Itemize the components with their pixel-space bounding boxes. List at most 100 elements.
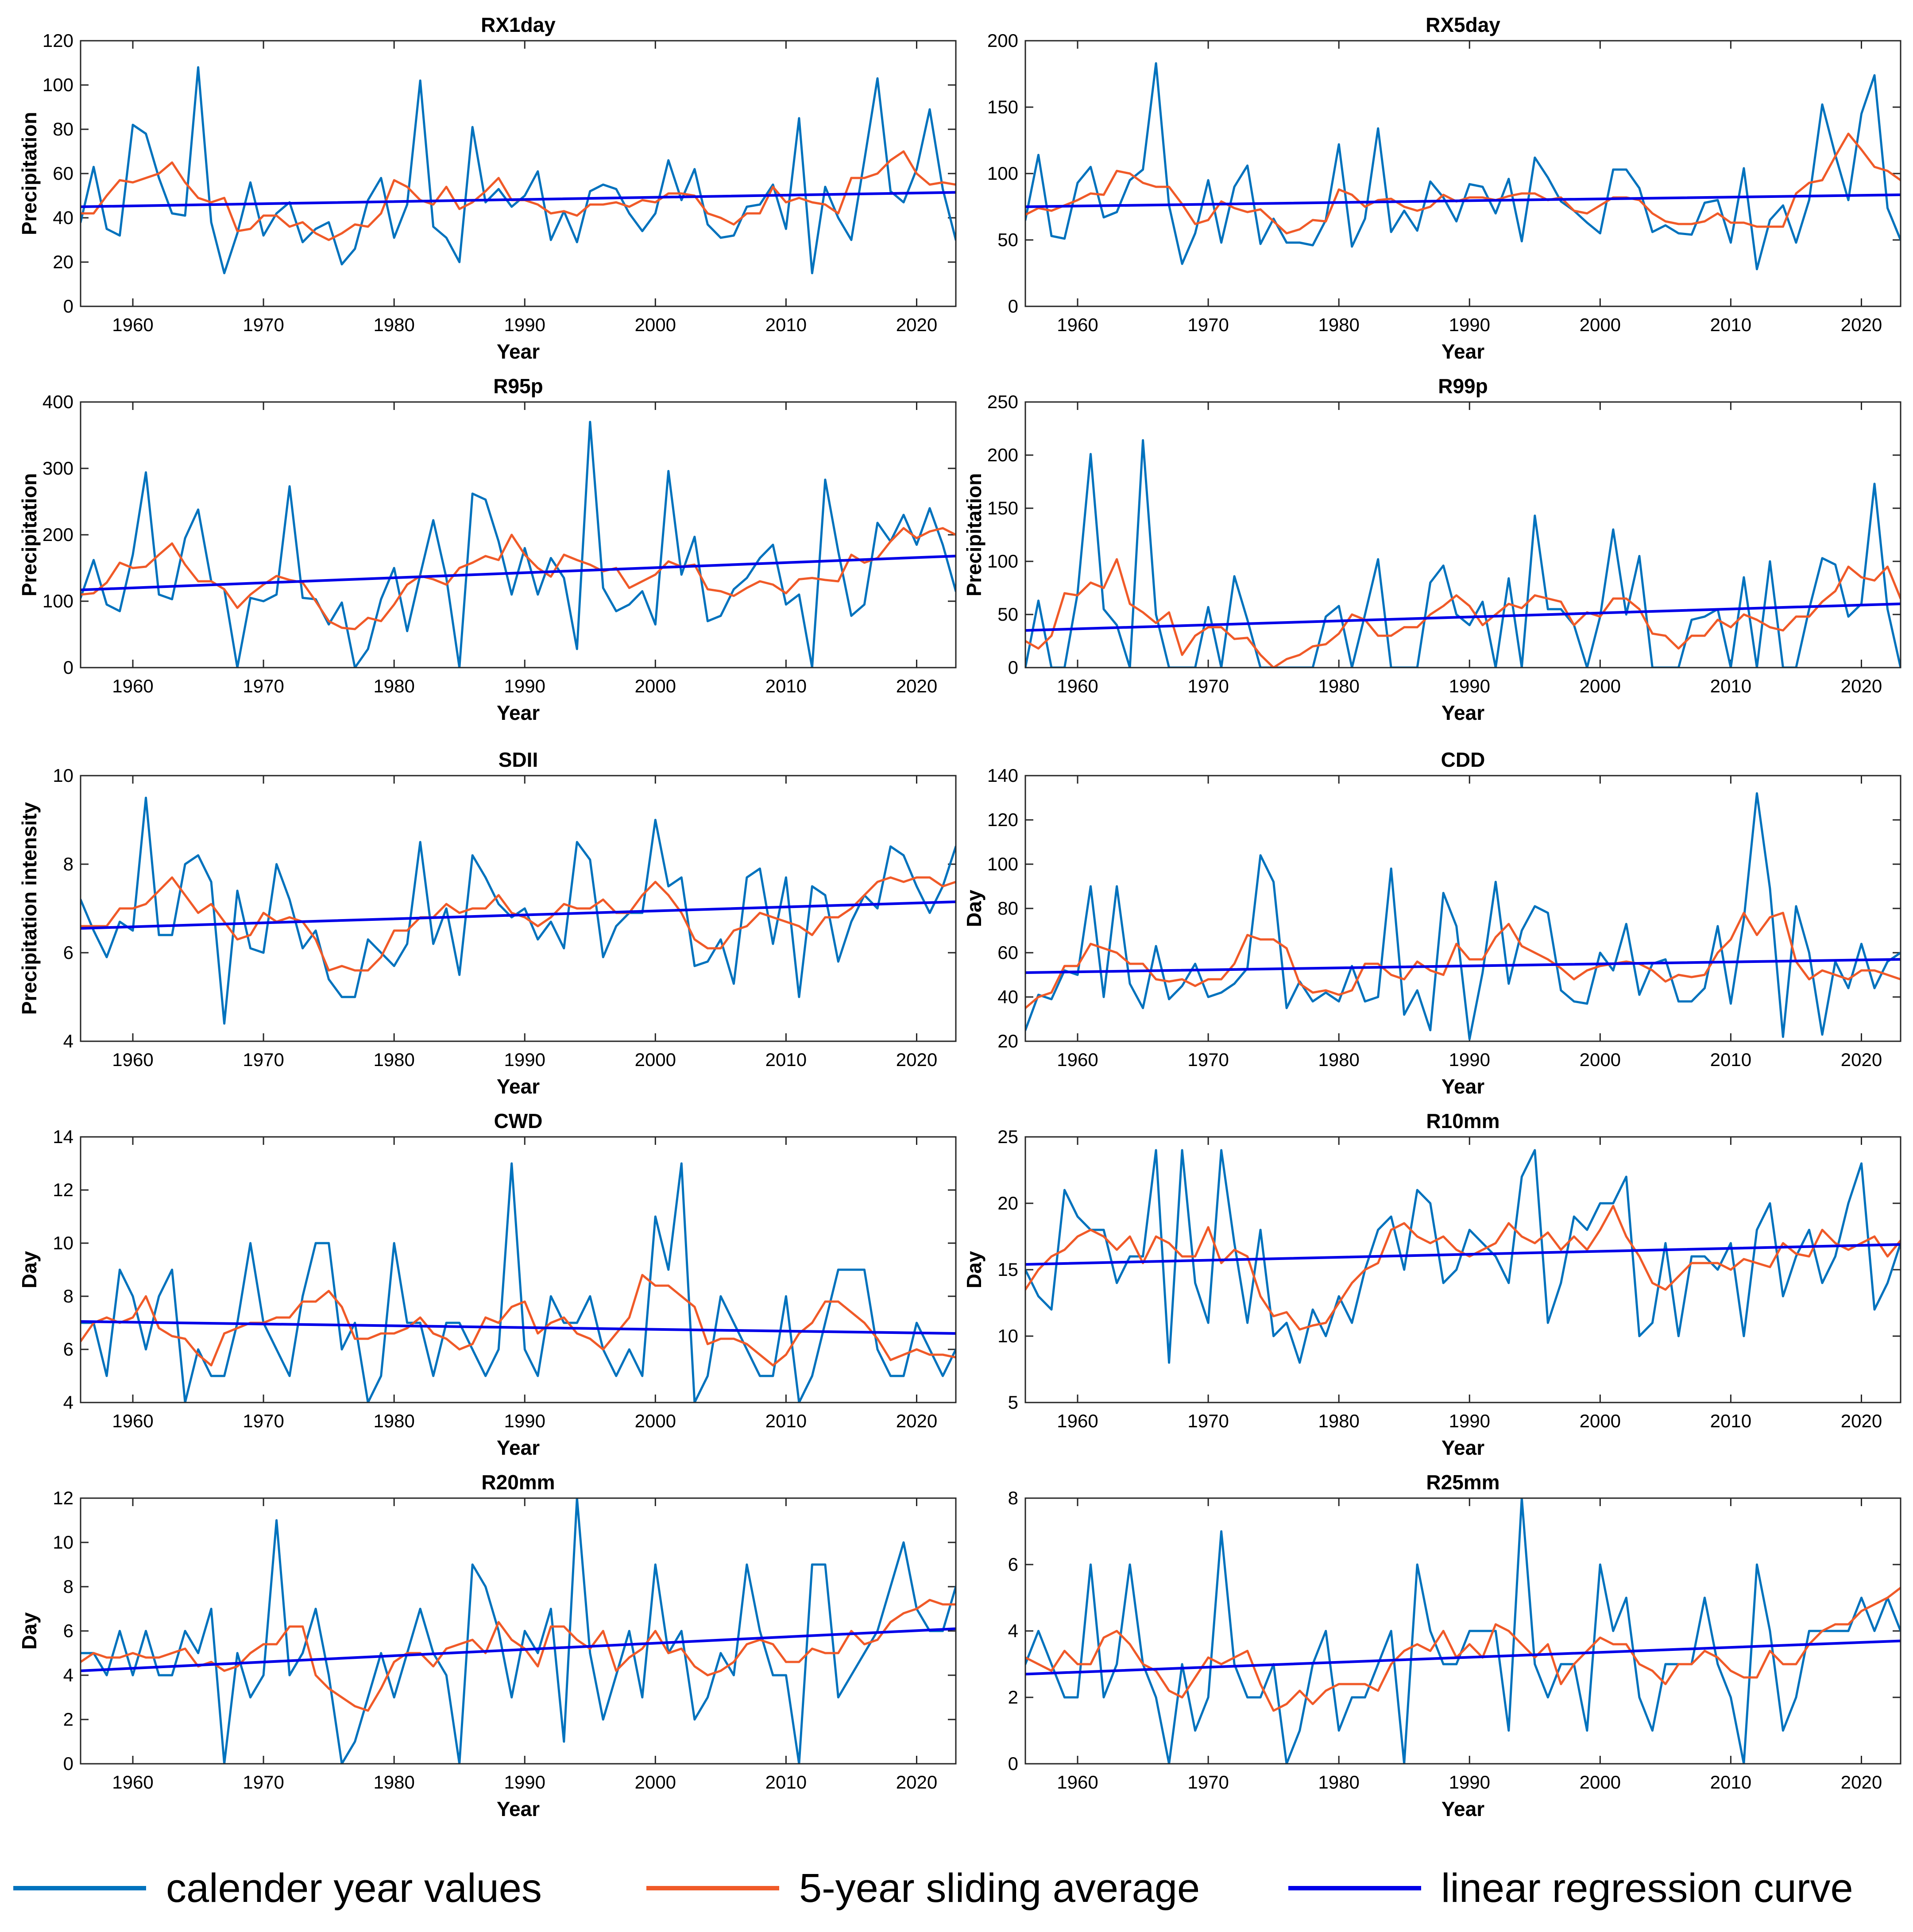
x-tick-label: 1970: [1187, 1049, 1229, 1070]
x-tick-label: 1970: [243, 1772, 284, 1793]
x-tick-label: 1960: [1057, 1772, 1098, 1793]
y-tick-label: 10: [53, 1233, 73, 1253]
y-tick-label: 6: [63, 1620, 73, 1641]
chart-title: SDII: [499, 748, 538, 771]
y-tick-label: 6: [63, 942, 73, 963]
y-tick-label: 50: [997, 604, 1018, 625]
y-tick-label: 20: [997, 1193, 1018, 1213]
series-line-calendar: [1025, 439, 1901, 668]
series-line-sliding: [1025, 1205, 1901, 1331]
series-line-sliding: [1025, 912, 1901, 1009]
y-tick-label: 200: [43, 524, 73, 545]
x-tick-label: 1990: [504, 1410, 545, 1431]
x-tick-label: 1970: [243, 1049, 284, 1070]
chart-title: CWD: [494, 1109, 543, 1132]
series-group: [81, 1162, 956, 1403]
x-tick-label: 1960: [1057, 314, 1098, 335]
x-tick-label: 1980: [1318, 314, 1359, 335]
x-tick-label: 2000: [635, 1049, 676, 1070]
legend-label-sliding: 5-year sliding average: [799, 1865, 1200, 1911]
legend-item-regression: linear regression curve: [1288, 1862, 1853, 1915]
x-tick-label: 2020: [896, 1049, 937, 1070]
x-tick-label: 1970: [1187, 1772, 1229, 1793]
y-tick-label: 6: [63, 1339, 73, 1360]
legend-swatch-sliding: [646, 1886, 779, 1890]
series-line-regression: [81, 900, 956, 930]
legend-swatch-calendar: [13, 1886, 146, 1890]
x-tick-label: 2000: [1580, 1772, 1621, 1793]
series-line-regression: [81, 555, 956, 591]
x-tick-label: 2020: [896, 676, 937, 696]
series-group: [81, 421, 956, 668]
series-group: [1025, 1498, 1901, 1764]
x-tick-label: 2000: [1580, 314, 1621, 335]
x-tick-label: 2010: [765, 1410, 807, 1431]
series-line-sliding: [1025, 558, 1901, 668]
x-tick-label: 2000: [635, 314, 676, 335]
y-tick-label: 60: [997, 942, 1018, 963]
series-line-calendar: [1025, 62, 1901, 270]
x-tick-label: 1980: [1318, 1410, 1359, 1431]
x-tick-label: 1980: [373, 1410, 414, 1431]
x-tick-label: 1990: [504, 314, 545, 335]
plot-frame: [1024, 401, 1901, 668]
y-tick-label: 4: [1008, 1620, 1018, 1641]
series-line-sliding: [81, 1274, 956, 1367]
series-group: [81, 1498, 956, 1764]
y-tick-label: 80: [53, 119, 73, 139]
x-tick-label: 1970: [1187, 1410, 1229, 1431]
series-line-regression: [1025, 1243, 1901, 1266]
x-tick-label: 2020: [896, 314, 937, 335]
y-tick-label: 10: [53, 1532, 73, 1553]
x-tick-label: 1970: [243, 676, 284, 696]
y-tick-label: 15: [997, 1259, 1018, 1280]
x-tick-label: 1990: [1449, 314, 1490, 335]
plot-frame: [1024, 775, 1901, 1042]
y-tick-label: 8: [63, 1576, 73, 1597]
legend-item-calendar: calender year values: [13, 1862, 542, 1915]
plot-frame: [80, 775, 957, 1042]
chart-title: CDD: [1441, 748, 1485, 771]
x-tick-label: 1980: [1318, 676, 1359, 696]
series-line-sliding: [81, 1599, 956, 1712]
series-line-regression: [1025, 958, 1901, 974]
y-tick-label: 20: [997, 1031, 1018, 1051]
y-tick-label: 4: [63, 1031, 73, 1051]
panel-sdii: SDII 4 6 8 10 1960 1970 1980 1990 2000 2010 2020 Yea…: [18, 748, 957, 1098]
chart-title: RX5day: [1426, 13, 1500, 36]
y-tick-label: 100: [987, 163, 1018, 184]
plot-frame: [1024, 1497, 1901, 1765]
y-tick-label: 200: [987, 444, 1018, 465]
y-tick-label: 120: [987, 809, 1018, 830]
x-tick-label: 1980: [373, 1049, 414, 1070]
y-tick-label: 8: [63, 854, 73, 874]
y-tick-label: 300: [43, 458, 73, 479]
series-line-regression: [81, 1627, 956, 1672]
legend-label-calendar: calender year values: [166, 1865, 542, 1911]
chart-title: R10mm: [1426, 1109, 1499, 1132]
x-tick-label: 2010: [1710, 676, 1751, 696]
x-tick-label: 1990: [1449, 1049, 1490, 1070]
y-tick-label: 400: [43, 391, 73, 412]
x-tick-label: 1960: [1057, 676, 1098, 696]
y-tick-label: 60: [53, 163, 73, 184]
x-tick-label: 2010: [765, 1049, 807, 1070]
x-tick-label: 2010: [1710, 1410, 1751, 1431]
series-group: [81, 796, 956, 1025]
x-tick-label: 1960: [1057, 1049, 1098, 1070]
y-axis-label: Precipitation intensity: [18, 802, 41, 1015]
x-tick-label: 1970: [243, 1410, 284, 1431]
chart-title: R95p: [493, 375, 543, 398]
x-tick-label: 1960: [112, 1049, 153, 1070]
y-tick-label: 250: [987, 391, 1018, 412]
x-tick-label: 2020: [1841, 1410, 1882, 1431]
series-line-calendar: [81, 421, 956, 668]
series-line-sliding: [81, 527, 956, 630]
legend: calender year values 5-year sliding aver…: [0, 1862, 1913, 1915]
plot-frame: [80, 401, 957, 668]
x-tick-label: 1970: [1187, 676, 1229, 696]
series-line-regression: [1025, 603, 1901, 632]
plot-frame: [1024, 40, 1901, 307]
series-group: [1025, 1149, 1901, 1364]
